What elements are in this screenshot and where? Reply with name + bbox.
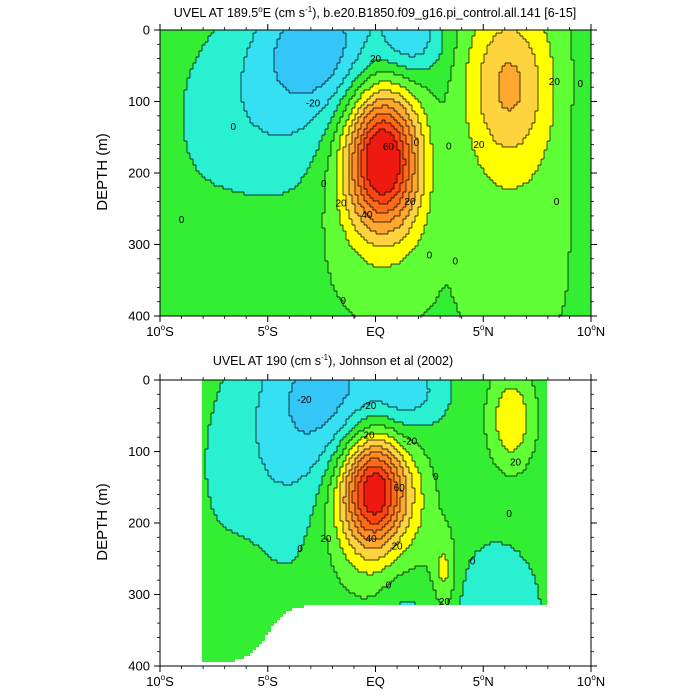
x-tick-label-value: 10 [577,324,591,339]
contour-labels: -20 -20 -20 20 0 20 60 0 0 20 40 20 0 0 20 [297,395,521,608]
contour-label: 0 [433,472,439,483]
x-tick-label-value: 10 [577,674,591,689]
x-tick-label-hemisphere: S [269,324,278,339]
y-tick-label: 300 [128,587,150,602]
x-tick-label: 10oN [577,323,605,339]
contour-label: -20 [297,395,312,406]
x-tick-label: 5oN [473,673,494,689]
contour-label: 0 [321,179,327,190]
x-tick-label-value: 5 [473,674,480,689]
x-tick-label-value: EQ [366,674,385,689]
contour-label: 0 [577,79,583,90]
contour-label: 60 [383,142,395,153]
contour-label: 0 [386,581,392,592]
contour-label: 20 [335,199,347,210]
contour-label: 0 [554,197,560,208]
contour-label: 20 [320,534,332,545]
panel-observations: UVEL AT 190 (cm s-1), Johnson et al (200… [94,353,605,689]
x-tick-label-hemisphere: S [165,674,174,689]
contour-label: 20 [510,458,522,469]
x-tick-label-degree: o [591,673,596,682]
contour-label: 40 [361,210,373,221]
x-tick-label-degree: o [480,673,485,682]
x-tick-label: 5oS [258,673,279,689]
x-tick-label-value: 5 [258,674,265,689]
x-tick-label-degree: o [265,673,270,682]
contour-label: 0 [340,296,346,307]
contour-label: -20 [362,401,377,412]
contour-label: 20 [391,541,403,552]
x-tick-label: 10oN [577,673,605,689]
y-tick-label: 0 [143,23,150,38]
x-tick-label-value: 5 [473,324,480,339]
x-tick-label-hemisphere: N [596,674,605,689]
contour-label: 20 [363,431,375,442]
contour-labels: 0 -20 20 0 60 0 20 40 20 0 20 20 0 0 0 0 0 0 [179,54,584,307]
contour-label: 20 [370,54,382,65]
contour-label: 20 [404,197,416,208]
contour-label: 0 [452,256,458,267]
contour-fill [160,30,591,316]
contour-label: 0 [414,138,420,149]
y-tick-label: 200 [128,166,150,181]
x-tick-label-hemisphere: N [484,674,493,689]
panel-obs-title: UVEL AT 190 (cm s-1), Johnson et al (200… [213,353,453,368]
x-tick-label-value: EQ [366,324,385,339]
x-tick-label-hemisphere: N [596,324,605,339]
y-tick-label: 100 [128,444,150,459]
x-tick-label: 10oS [146,673,174,689]
panel-model-ylabel: DEPTH (m) [94,133,111,211]
x-tick-label-degree: o [265,323,270,332]
y-tick-label: 100 [128,94,150,109]
x-tick-label-degree: o [591,323,596,332]
contour-fill [202,380,547,662]
y-tick-label: 300 [128,237,150,252]
x-axis: 10oS 5oS EQ 5oN 10oN [146,24,605,339]
x-tick-label-value: 10 [146,674,160,689]
x-tick-label-hemisphere: S [165,324,174,339]
y-tick-label: 0 [143,373,150,388]
contour-lines [204,380,542,605]
x-tick-label: EQ [366,324,385,339]
panel-model-title: UVEL AT 189.5oE (cm s-1), b.e20.B1850.f0… [174,5,577,20]
contour-label: -20 [403,436,418,447]
contour-label: 20 [439,597,451,608]
x-tick-label-degree: o [161,673,166,682]
x-tick-label: EQ [366,674,385,689]
contour-label: 0 [506,509,512,520]
x-tick-label: 5oS [258,323,279,339]
panel-model: UVEL AT 189.5oE (cm s-1), b.e20.B1850.f0… [94,5,605,339]
x-axis: 10oS 5oS EQ 5oN 10oN [146,374,605,689]
x-tick-label: 5oN [473,323,494,339]
x-tick-label-hemisphere: N [484,324,493,339]
x-tick-label-value: 5 [258,324,265,339]
x-tick-label-hemisphere: S [269,674,278,689]
contour-label: 0 [297,544,303,555]
panel-obs-ylabel: DEPTH (m) [94,483,111,561]
contour-label: -20 [306,98,321,109]
y-tick-label: 400 [128,659,150,674]
contour-label: 60 [394,483,406,494]
contour-label: 20 [549,77,561,88]
contour-label: 0 [446,141,452,152]
y-tick-label: 200 [128,516,150,531]
x-tick-label-value: 10 [146,324,160,339]
contour-label: 20 [473,140,485,151]
contour-label: 40 [366,534,378,545]
x-tick-label-degree: o [161,323,166,332]
y-tick-label: 400 [128,309,150,324]
contour-lines [183,30,575,318]
contour-label: 0 [230,122,236,133]
contour-label: 0 [470,556,476,567]
contour-label: 0 [427,251,433,262]
x-tick-label: 10oS [146,323,174,339]
x-tick-label-degree: o [480,323,485,332]
contour-label: 0 [179,215,185,226]
